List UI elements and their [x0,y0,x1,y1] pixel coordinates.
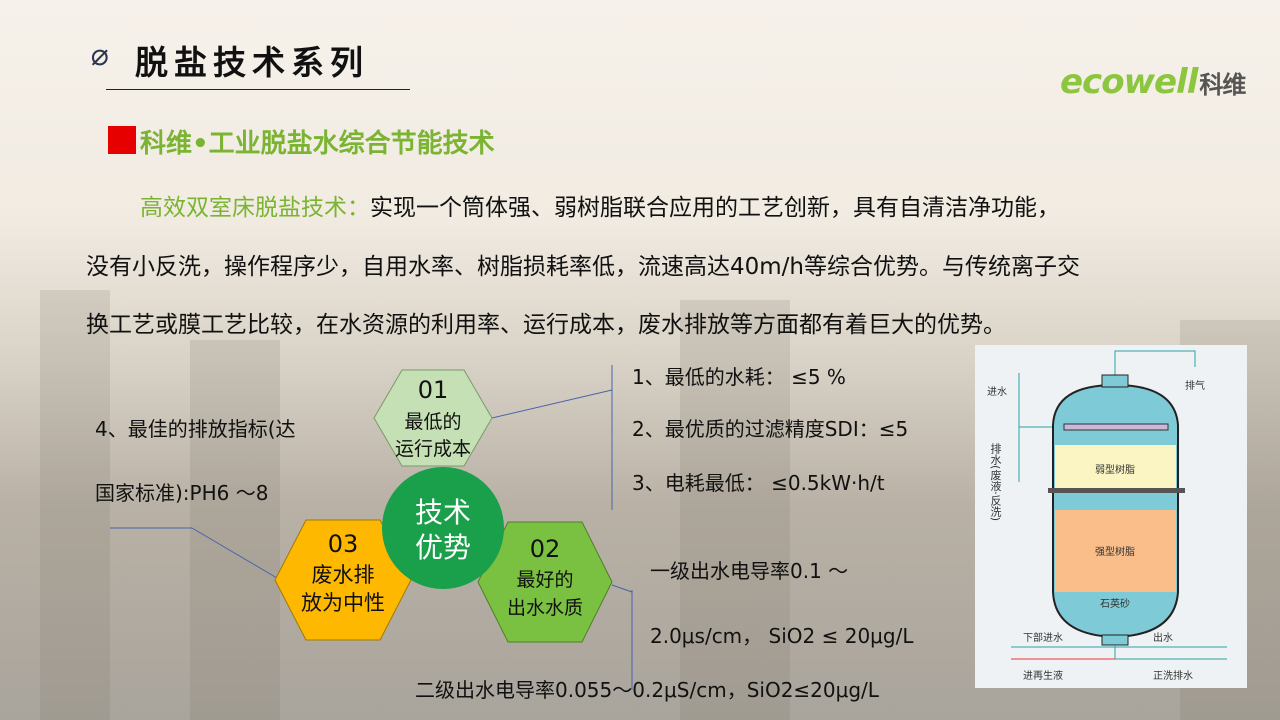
center-circle [382,467,504,589]
center-line2: 优势 [415,531,471,564]
resin-bed-diagram: 进水 排气 弱型树脂 强型树脂 石英砂 下部进水 出水 进再生液 正洗排水 排水… [975,345,1247,688]
label-inlet: 进水 [987,386,1007,398]
hex03-number: 03 [328,530,359,558]
section-subtitle: 科维•工业脱盐水综合节能技术 [140,129,495,159]
hex03-line2: 放为中性 [301,591,385,615]
logo: ecowell科维 [1060,62,1246,102]
phi-icon: ⌀ [90,38,109,73]
label-weak-resin: 弱型树脂 [1095,463,1135,476]
hex02-line1: 最好的 [516,569,573,591]
hexagon-02 [477,521,613,643]
hexagon-03 [274,519,412,641]
label-quartz-sand: 石英砂 [1100,597,1130,610]
connector-line [191,527,278,579]
label-rinse-drain: 正洗排水 [1153,669,1193,682]
quality-line-3: 二级出水电导率0.055～0.2μS/cm，SiO2≤20μg/L [415,678,879,702]
hex02-number: 02 [530,535,561,563]
point-2: 2、最优质的过滤精度SDI：≤5 [632,417,909,441]
point-3: 3、电耗最低： ≤0.5kW·h/t [632,471,885,495]
paragraph-line-2: 没有小反洗，操作程序少，自用水率、树脂损耗率低，流速高达40m/h等综合优势。与… [86,254,1080,280]
hex01-line1: 最低的 [404,411,461,433]
title-divider [106,89,410,90]
red-square-bullet-icon [108,126,136,154]
label-bottom-inlet: 下部进水 [1023,631,1063,644]
paragraph-line-1: 高效双室床脱盐技术：实现一个筒体强、弱树脂联合应用的工艺创新，具有自清洁净功能， [140,195,1060,221]
center-line1: 技术 [415,496,471,529]
connector-line [611,584,633,593]
background-building [680,300,790,720]
background-building [190,340,280,720]
hex02-line2: 出水水质 [507,597,583,619]
point-4-line1: 4、最佳的排放指标(达 [95,417,296,441]
quality-line-1: 一级出水电导率0.1 ～ [650,559,849,583]
page-title: 脱盐技术系列 [135,43,369,82]
point-1: 1、最低的水耗： ≤5 % [632,365,846,389]
paragraph-line-3: 换工艺或膜工艺比较，在水资源的利用率、运行成本，废水排放等方面都有着巨大的优势。 [86,312,1006,338]
label-strong-resin: 强型树脂 [1095,545,1135,558]
connector-line [491,389,613,419]
label-outlet: 出水 [1153,631,1173,644]
label-drain: 排水(废液·反洗) [989,443,1002,522]
hexagon-01 [373,369,493,467]
label-vent: 排气 [1185,379,1205,392]
point-4-line2: 国家标准):PH6 ～8 [95,481,269,505]
label-regenerant: 进再生液 [1023,669,1063,682]
hex01-line2: 运行成本 [395,438,471,460]
hex01-number: 01 [418,376,449,404]
hex03-line1: 废水排 [312,563,375,587]
quality-line-2: 2.0μs/cm， SiO2 ≤ 20μg/L [650,624,914,648]
background-building [40,290,110,720]
